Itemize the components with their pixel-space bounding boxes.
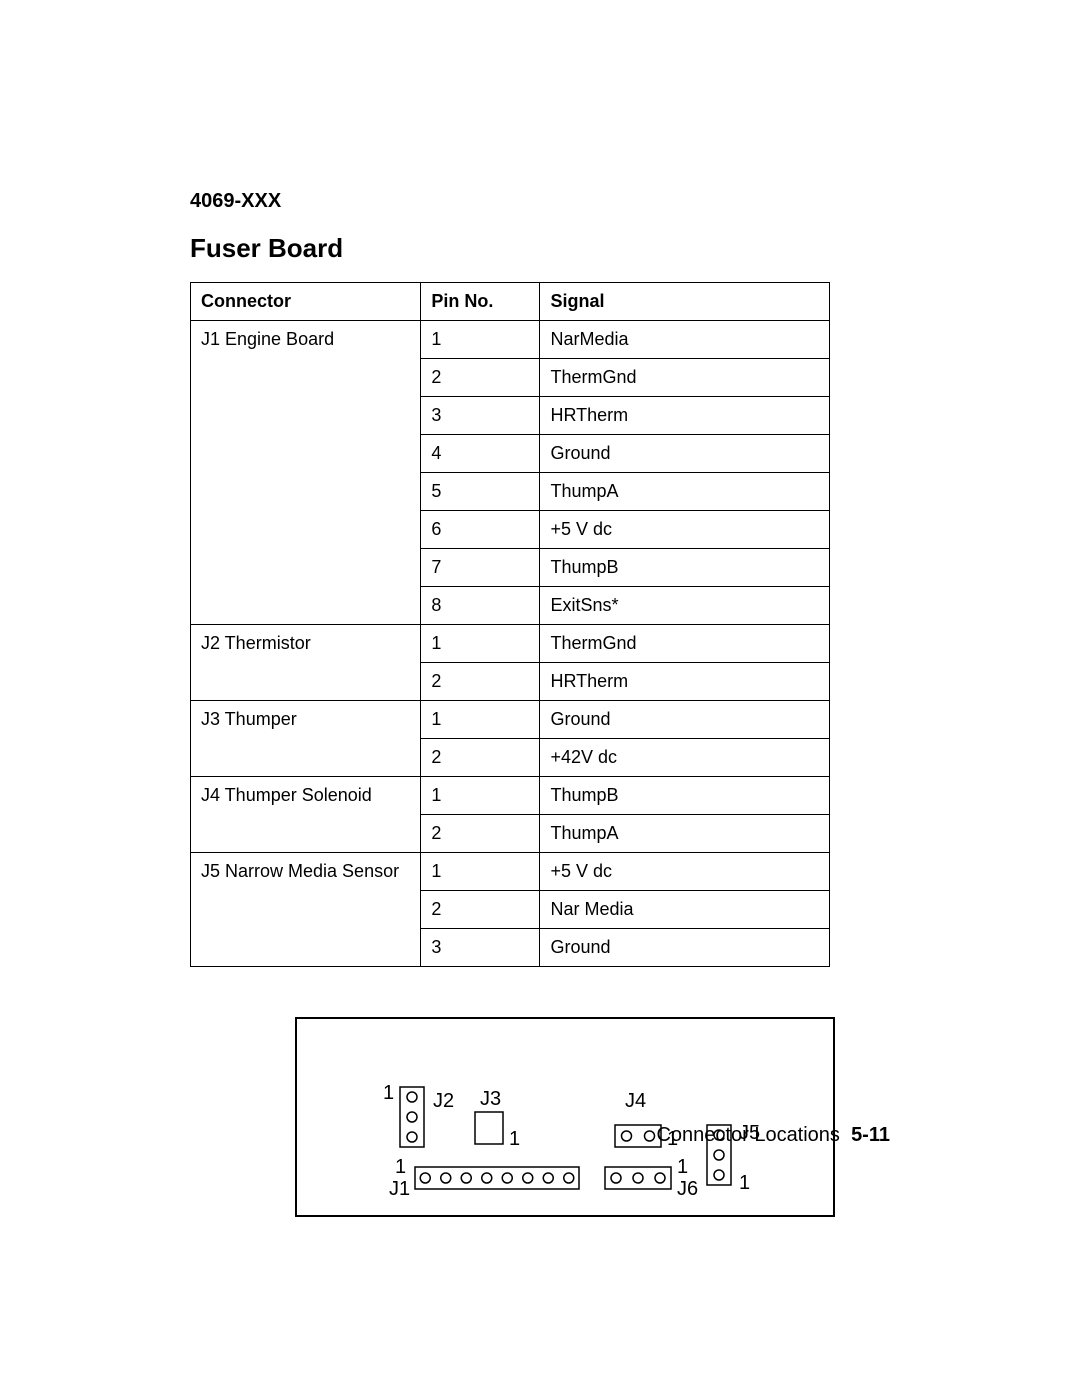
cell-signal: Ground: [540, 701, 830, 739]
footer-page-number: 5-11: [851, 1124, 890, 1146]
cell-pin: 1: [421, 321, 540, 359]
cell-signal: HRTherm: [540, 663, 830, 701]
cell-connector: J3 Thumper: [191, 701, 421, 777]
page-footer: Connector Locations 5-11: [656, 1124, 890, 1147]
table-row: J4 Thumper Solenoid1ThumpB: [191, 777, 830, 815]
svg-text:J2: J2: [433, 1090, 454, 1112]
cell-pin: 3: [421, 929, 540, 967]
cell-connector: J4 Thumper Solenoid: [191, 777, 421, 853]
connector-diagram: J21J31J41J51J11J61: [295, 1017, 835, 1217]
cell-pin: 2: [421, 359, 540, 397]
cell-pin: 2: [421, 663, 540, 701]
column-header-signal: Signal: [540, 283, 830, 321]
cell-signal: ThumpA: [540, 815, 830, 853]
cell-pin: 2: [421, 891, 540, 929]
cell-pin: 1: [421, 701, 540, 739]
svg-text:J4: J4: [625, 1090, 646, 1112]
svg-text:J1: J1: [389, 1178, 410, 1200]
svg-text:J3: J3: [480, 1088, 501, 1110]
page-title: Fuser Board: [190, 233, 890, 264]
cell-pin: 7: [421, 549, 540, 587]
cell-pin: 6: [421, 511, 540, 549]
cell-connector: J2 Thermistor: [191, 625, 421, 701]
cell-signal: ThermGnd: [540, 625, 830, 663]
cell-signal: Nar Media: [540, 891, 830, 929]
svg-text:1: 1: [677, 1156, 688, 1178]
svg-text:1: 1: [383, 1082, 394, 1104]
svg-text:1: 1: [739, 1172, 750, 1194]
cell-signal: Ground: [540, 435, 830, 473]
column-header-connector: Connector: [191, 283, 421, 321]
cell-pin: 5: [421, 473, 540, 511]
svg-text:J6: J6: [677, 1178, 698, 1200]
cell-signal: ExitSns*: [540, 587, 830, 625]
cell-signal: +5 V dc: [540, 853, 830, 891]
cell-signal: Ground: [540, 929, 830, 967]
cell-signal: ThumpA: [540, 473, 830, 511]
cell-connector: J5 Narrow Media Sensor: [191, 853, 421, 967]
table-row: J1 Engine Board1NarMedia: [191, 321, 830, 359]
table-row: J3 Thumper1Ground: [191, 701, 830, 739]
cell-pin: 1: [421, 625, 540, 663]
cell-pin: 4: [421, 435, 540, 473]
cell-pin: 1: [421, 853, 540, 891]
cell-signal: ThumpB: [540, 777, 830, 815]
table-row: J5 Narrow Media Sensor1+5 V dc: [191, 853, 830, 891]
svg-text:1: 1: [509, 1128, 520, 1150]
cell-signal: +5 V dc: [540, 511, 830, 549]
table-row: J2 Thermistor1ThermGnd: [191, 625, 830, 663]
cell-signal: ThumpB: [540, 549, 830, 587]
cell-connector: J1 Engine Board: [191, 321, 421, 625]
cell-signal: +42V dc: [540, 739, 830, 777]
cell-signal: HRTherm: [540, 397, 830, 435]
cell-signal: ThermGnd: [540, 359, 830, 397]
column-header-pin: Pin No.: [421, 283, 540, 321]
svg-text:1: 1: [395, 1156, 406, 1178]
cell-pin: 8: [421, 587, 540, 625]
cell-pin: 2: [421, 739, 540, 777]
cell-signal: NarMedia: [540, 321, 830, 359]
model-number: 4069-XXX: [190, 190, 890, 213]
footer-section: Connector Locations: [656, 1124, 839, 1146]
cell-pin: 3: [421, 397, 540, 435]
pinout-table: Connector Pin No. Signal J1 Engine Board…: [190, 282, 830, 967]
cell-pin: 1: [421, 777, 540, 815]
cell-pin: 2: [421, 815, 540, 853]
